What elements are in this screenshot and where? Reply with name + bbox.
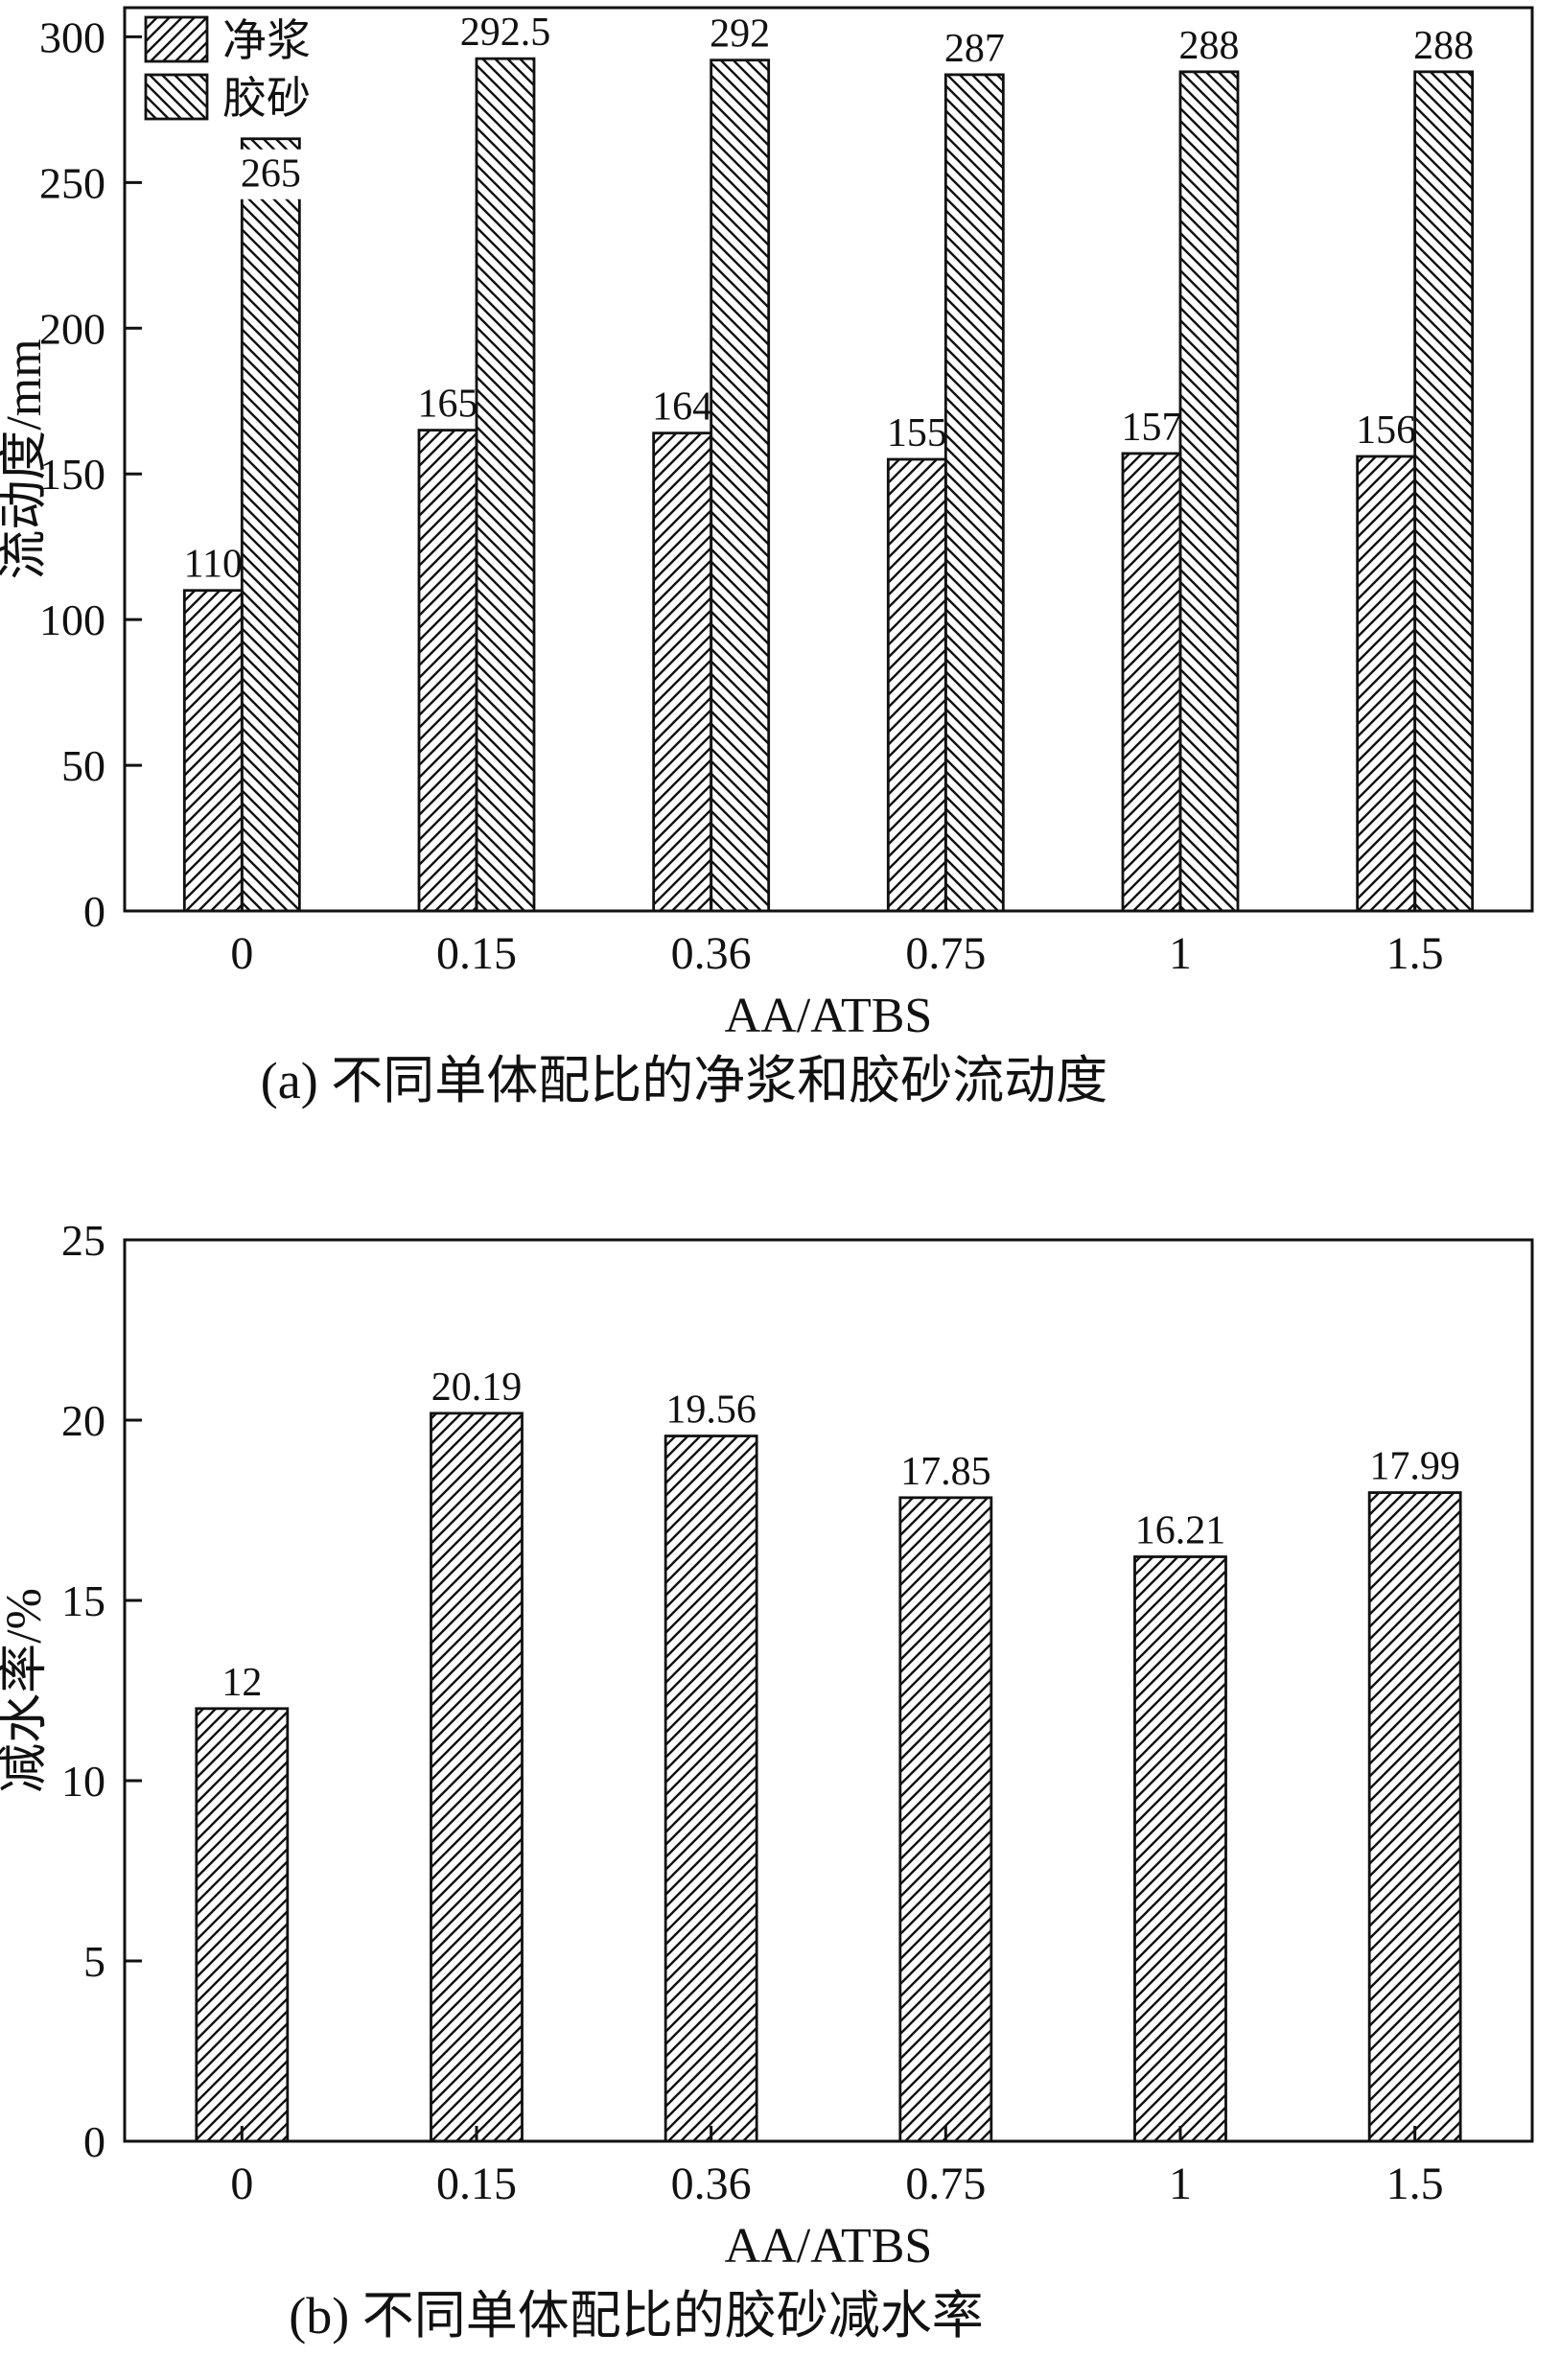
svg-text:0: 0 — [83, 887, 105, 936]
svg-text:165: 165 — [418, 383, 478, 427]
svg-text:292: 292 — [710, 12, 770, 57]
svg-text:15: 15 — [61, 1576, 105, 1625]
svg-text:胶砂: 胶砂 — [222, 74, 311, 123]
svg-text:110: 110 — [184, 543, 243, 587]
svg-text:0.15: 0.15 — [436, 928, 517, 979]
svg-text:50: 50 — [61, 741, 105, 790]
svg-text:0: 0 — [230, 2158, 253, 2209]
svg-text:1: 1 — [1169, 2158, 1192, 2209]
svg-text:0.36: 0.36 — [671, 928, 752, 979]
svg-text:156: 156 — [1356, 408, 1416, 453]
svg-text:12: 12 — [221, 1661, 262, 1705]
svg-text:287: 287 — [944, 27, 1005, 71]
chart-b: 0 5 10 15 20 25 0 0.15 0.36 0.75 1 1.5 12 20.19 19.56 1… — [0, 1139, 1560, 2374]
svg-text:0: 0 — [83, 2117, 105, 2166]
svg-text:250: 250 — [39, 158, 105, 207]
svg-text:AA/ATBS: AA/ATBS — [725, 989, 933, 1040]
chart-a: 0 50 100 150 200 250 300 0 0.15 0.36 0.75 1 1.5 110 16… — [0, 0, 1560, 1139]
svg-text:10: 10 — [61, 1757, 105, 1806]
chart-a-caption: (a) 不同单体配比的净浆和胶砂流动度 — [260, 1052, 1108, 1109]
svg-text:150: 150 — [39, 450, 105, 499]
chart-b-canvas: 0 5 10 15 20 25 0 0.15 0.36 0.75 1 1.5 12 20.19 19.56 1… — [0, 1216, 1534, 2274]
svg-text:288: 288 — [1179, 24, 1240, 68]
svg-text:0.75: 0.75 — [905, 2158, 986, 2209]
svg-text:0: 0 — [230, 928, 253, 979]
svg-text:288: 288 — [1413, 24, 1474, 68]
svg-text:100: 100 — [39, 595, 105, 644]
svg-text:0.36: 0.36 — [671, 2158, 752, 2209]
svg-text:1.5: 1.5 — [1386, 928, 1444, 979]
svg-text:157: 157 — [1122, 406, 1182, 450]
chart-a-canvas: 0 50 100 150 200 250 300 0 0.15 0.36 0.75 1 1.5 110 16… — [0, 6, 1534, 1040]
svg-text:1: 1 — [1169, 928, 1192, 979]
svg-text:200: 200 — [39, 304, 105, 353]
svg-text:292.5: 292.5 — [460, 11, 551, 55]
svg-text:17.85: 17.85 — [900, 1450, 991, 1494]
svg-text:0.15: 0.15 — [436, 2158, 517, 2209]
svg-text:300: 300 — [39, 12, 105, 61]
svg-text:19.56: 19.56 — [665, 1388, 757, 1432]
svg-text:164: 164 — [652, 385, 712, 430]
svg-text:0.75: 0.75 — [905, 928, 986, 979]
svg-text:1.5: 1.5 — [1386, 2158, 1444, 2209]
svg-text:155: 155 — [887, 411, 947, 455]
svg-text:流动度/mm: 流动度/mm — [0, 338, 52, 579]
svg-text:减水率/%: 减水率/% — [0, 1588, 52, 1793]
svg-text:17.99: 17.99 — [1369, 1444, 1460, 1488]
svg-text:16.21: 16.21 — [1135, 1508, 1226, 1552]
svg-text:20: 20 — [61, 1396, 105, 1445]
svg-text:25: 25 — [61, 1216, 105, 1265]
chart-b-caption: (b) 不同单体配比的胶砂减水率 — [289, 2286, 984, 2345]
svg-text:AA/ATBS: AA/ATBS — [725, 2219, 933, 2274]
svg-text:265: 265 — [241, 152, 301, 197]
svg-text:5: 5 — [83, 1937, 105, 1986]
svg-text:20.19: 20.19 — [431, 1365, 523, 1410]
svg-text:净浆: 净浆 — [222, 16, 311, 65]
